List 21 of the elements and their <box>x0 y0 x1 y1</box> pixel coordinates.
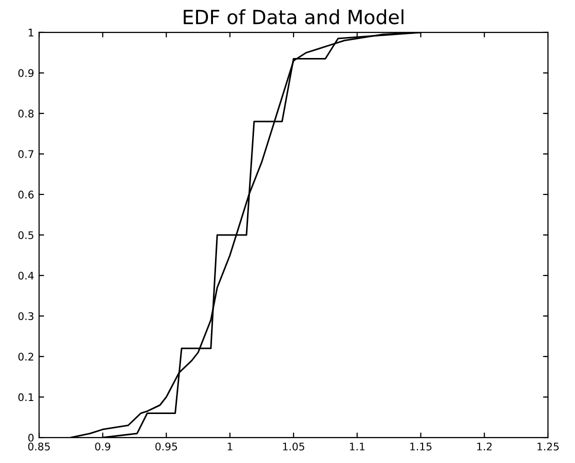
chart-title: EDF of Data and Model <box>184 9 404 24</box>
x-tick-label: 1.2 <box>477 442 492 450</box>
y-tick-label: 0.5 <box>18 231 34 240</box>
y-tick-label: 0.8 <box>18 110 34 118</box>
x-tick-label: 1 <box>228 442 232 450</box>
x-tick-label: 1.15 <box>410 442 432 450</box>
y-tick-label: 0.7 <box>18 150 34 158</box>
y-tick-label: 0.3 <box>18 312 34 320</box>
y-tick-label: 0.2 <box>18 352 34 361</box>
x-tick-label: 0.95 <box>155 442 178 450</box>
x-tick-label: 1.25 <box>538 442 559 450</box>
x-tick-label: 1.05 <box>283 442 304 450</box>
x-tick-label: 1.1 <box>350 442 364 450</box>
x-tick-label: 0.9 <box>95 442 110 450</box>
y-tick-label: 0.9 <box>18 69 34 78</box>
x-tick-label: 0.85 <box>28 442 50 450</box>
y-tick-label: 0.4 <box>18 272 34 280</box>
y-tick-label: 1 <box>28 28 34 36</box>
y-tick-label: 0.6 <box>18 190 34 199</box>
y-tick-label: 0.1 <box>18 393 34 402</box>
y-tick-label: 0 <box>28 434 34 442</box>
